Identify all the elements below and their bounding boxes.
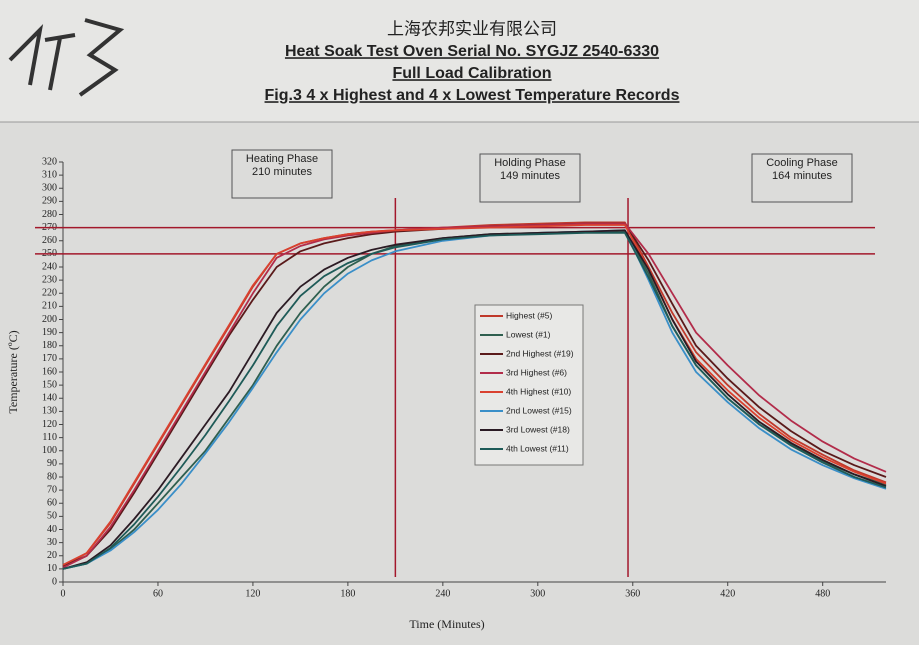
phase-title: Heating Phase bbox=[246, 153, 318, 165]
y-tick-label: 100 bbox=[42, 445, 57, 456]
x-tick-label: 120 bbox=[245, 588, 260, 599]
legend-box bbox=[474, 304, 584, 466]
y-tick-label: 90 bbox=[47, 458, 57, 469]
y-tick-label: 260 bbox=[42, 235, 57, 246]
handwriting bbox=[8, 18, 125, 97]
y-tick-label: 160 bbox=[42, 366, 57, 377]
y-tick-label: 200 bbox=[42, 314, 57, 325]
y-tick-label: 120 bbox=[42, 419, 57, 430]
series-line bbox=[62, 232, 887, 570]
y-tick-label: 310 bbox=[42, 169, 57, 180]
y-tick-label: 240 bbox=[42, 261, 57, 272]
y-tick-label: 130 bbox=[42, 406, 57, 417]
y-tick-label: 290 bbox=[42, 196, 57, 207]
x-tick-label: 0 bbox=[61, 588, 66, 599]
y-tick-label: 60 bbox=[47, 498, 57, 509]
y-tick-label: 230 bbox=[42, 274, 57, 285]
legend-label: 4th Highest (#10) bbox=[506, 386, 571, 396]
y-tick-label: 110 bbox=[42, 432, 57, 443]
series-line bbox=[62, 229, 887, 570]
y-tick-label: 50 bbox=[47, 511, 57, 522]
y-tick-label: 190 bbox=[42, 327, 57, 338]
x-axis-label: Time (Minutes) bbox=[409, 617, 484, 631]
y-tick-label: 70 bbox=[47, 484, 57, 495]
phase-box bbox=[751, 153, 853, 203]
y-tick-label: 30 bbox=[47, 537, 57, 548]
x-tick-label: 480 bbox=[815, 588, 830, 599]
legend-label: Highest (#5) bbox=[506, 310, 552, 320]
y-tick-label: 300 bbox=[42, 183, 57, 194]
y-tick-label: 80 bbox=[47, 471, 57, 482]
y-tick-label: 170 bbox=[42, 353, 57, 364]
y-tick-label: 180 bbox=[42, 340, 57, 351]
legend-label: 4th Lowest (#11) bbox=[506, 443, 569, 453]
chart-subtitle: Full Load Calibration bbox=[392, 65, 551, 82]
x-tick-label: 360 bbox=[625, 588, 640, 599]
y-tick-label: 20 bbox=[47, 550, 57, 561]
phase-duration: 164 minutes bbox=[772, 170, 832, 182]
series-line bbox=[62, 222, 887, 568]
phase-title: Cooling Phase bbox=[766, 157, 838, 169]
chart-title: 上海农邦实业有限公司 bbox=[387, 19, 557, 38]
x-tick-label: 60 bbox=[153, 588, 163, 599]
chart-subtitle: Fig.3 4 x Highest and 4 x Lowest Tempera… bbox=[265, 87, 680, 104]
legend-label: 2nd Highest (#19) bbox=[506, 348, 574, 358]
legend-label: 3rd Highest (#6) bbox=[506, 367, 567, 377]
phase-box bbox=[231, 149, 333, 199]
y-axis-label: Temperature (ºC) bbox=[6, 330, 20, 413]
y-tick-label: 210 bbox=[42, 301, 57, 312]
y-tick-label: 220 bbox=[42, 288, 57, 299]
y-tick-label: 280 bbox=[42, 209, 57, 220]
y-tick-label: 150 bbox=[42, 379, 57, 390]
y-tick-label: 40 bbox=[47, 524, 57, 535]
y-tick-label: 10 bbox=[47, 563, 57, 574]
legend-label: Lowest (#1) bbox=[506, 329, 551, 339]
header-band bbox=[0, 0, 919, 122]
phase-box bbox=[479, 153, 581, 203]
chart-subtitle: Heat Soak Test Oven Serial No. SYGJZ 254… bbox=[285, 43, 659, 60]
series-line bbox=[62, 224, 887, 566]
x-tick-label: 180 bbox=[340, 588, 355, 599]
legend-label: 3rd Lowest (#18) bbox=[506, 424, 570, 434]
x-tick-label: 420 bbox=[720, 588, 735, 599]
phase-title: Holding Phase bbox=[494, 157, 566, 169]
y-tick-label: 140 bbox=[42, 393, 57, 404]
x-tick-label: 240 bbox=[435, 588, 450, 599]
y-tick-label: 0 bbox=[52, 576, 57, 587]
y-tick-label: 320 bbox=[42, 156, 57, 167]
phase-duration: 149 minutes bbox=[500, 170, 560, 182]
series-line bbox=[62, 229, 887, 570]
x-tick-label: 300 bbox=[530, 588, 545, 599]
phase-duration: 210 minutes bbox=[252, 166, 312, 178]
legend-label: 2nd Lowest (#15) bbox=[506, 405, 572, 415]
